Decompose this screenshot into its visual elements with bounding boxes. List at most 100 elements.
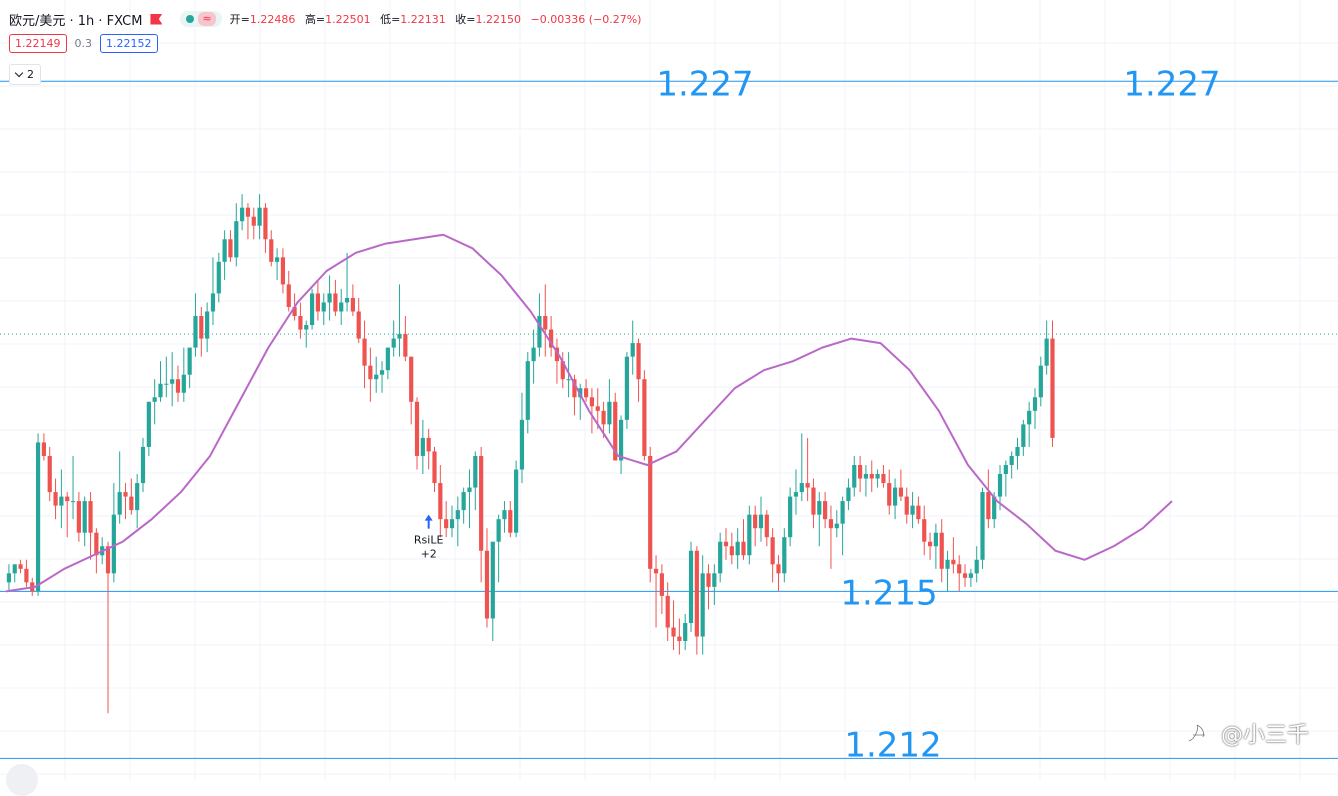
candle-body — [525, 361, 530, 420]
candle-body — [199, 316, 204, 339]
candle-body — [823, 501, 828, 520]
candle-body — [892, 487, 898, 506]
candle-body — [1044, 338, 1049, 366]
change-value: −0.00336 (−0.27%) — [530, 13, 642, 26]
candle-body — [362, 338, 367, 366]
candle-body — [1015, 446, 1020, 456]
candle-body — [164, 383, 169, 385]
candle-body — [117, 492, 122, 515]
candle-body — [274, 257, 280, 262]
candle-body — [636, 343, 641, 380]
candle-body — [992, 496, 997, 520]
candle-body — [391, 338, 396, 348]
candle-body — [170, 379, 175, 384]
flag-icon[interactable] — [150, 13, 163, 25]
open-value: 1.22486 — [249, 13, 296, 26]
candle-body — [566, 379, 571, 381]
candle-body — [444, 519, 449, 529]
candle-body — [712, 573, 717, 587]
candle-body — [379, 370, 385, 375]
candle-body — [531, 347, 536, 362]
candle-body — [817, 501, 822, 515]
candle-body — [309, 293, 315, 326]
candle-body — [537, 316, 542, 348]
candle-body — [694, 550, 699, 637]
candle-body — [677, 636, 682, 642]
candle-body — [747, 514, 752, 556]
market-status-dot-icon — [186, 15, 195, 23]
candle-body — [222, 239, 227, 262]
candle-body — [111, 514, 116, 574]
candle-body — [968, 573, 973, 578]
candle-body — [24, 568, 29, 583]
candle-body — [1032, 397, 1038, 411]
candle-body — [82, 501, 87, 533]
candle-body — [269, 239, 274, 262]
candle-body — [922, 519, 927, 542]
indicators-toggle[interactable]: 2 — [9, 64, 41, 85]
ask-price[interactable]: 1.22152 — [100, 34, 158, 53]
candle-body — [420, 437, 425, 456]
symbol-title[interactable]: 欧元/美元 · 1h · FXCM — [9, 13, 143, 29]
candle-body — [216, 261, 221, 294]
candle-body — [898, 487, 904, 497]
candle-body — [834, 523, 839, 529]
candle-body — [688, 550, 694, 623]
candle-body — [88, 501, 93, 533]
candles — [6, 194, 1055, 714]
candle-body — [210, 293, 216, 312]
candle-body — [583, 388, 589, 398]
candle-body — [53, 492, 58, 506]
candle-body — [304, 325, 309, 330]
candle-body — [251, 216, 256, 226]
candle-body — [904, 496, 909, 515]
tradingview-logo-icon[interactable] — [6, 764, 38, 796]
candle-body — [618, 419, 624, 461]
candle-body — [653, 568, 659, 574]
candle-body — [986, 492, 991, 520]
candle-body — [857, 464, 863, 479]
candle-body — [240, 207, 245, 222]
market-status[interactable]: ≈ — [180, 11, 222, 27]
candle-body — [94, 532, 99, 556]
candle-body — [846, 487, 851, 502]
candle-body — [187, 347, 192, 375]
candle-body — [257, 207, 262, 226]
candle-body — [741, 541, 746, 556]
watermark: @小三千 — [1185, 717, 1309, 749]
candle-body — [461, 492, 466, 511]
level-labels: 1.227 1.227 1.215 1.212 — [656, 64, 1220, 765]
candle-body — [205, 311, 210, 339]
candle-body — [438, 483, 443, 520]
horizontal-levels[interactable] — [0, 80, 1338, 759]
candle-body — [490, 541, 495, 619]
candle-body — [840, 501, 845, 524]
candle-body — [828, 519, 834, 529]
signal-arrow-icon — [424, 514, 433, 529]
candle-body — [887, 483, 892, 506]
candle-body — [339, 302, 344, 312]
candle-body — [449, 519, 455, 529]
ma-line — [5, 233, 1173, 593]
bid-price[interactable]: 1.22149 — [9, 34, 67, 53]
ohlc-values: 开=1.22486 高=1.22501 低=1.22131 收=1.22150 … — [230, 11, 648, 27]
rsile-signal: RsiLE+2 — [414, 514, 443, 561]
candle-body — [869, 474, 874, 479]
candle-body — [70, 501, 76, 503]
candle-body — [263, 207, 268, 240]
low-value: 1.22131 — [400, 13, 446, 26]
candle-body — [607, 401, 612, 425]
candle-body — [974, 559, 979, 574]
candle-body — [315, 293, 321, 312]
candle-body — [764, 514, 769, 538]
candle-body — [1003, 464, 1008, 475]
candle-body — [572, 379, 577, 398]
candle-body — [496, 519, 501, 542]
candle-body — [502, 510, 507, 520]
watermark-logo-icon — [1188, 723, 1205, 743]
high-value: 1.22501 — [325, 13, 371, 26]
candle-body — [957, 564, 962, 574]
candle-body — [910, 505, 915, 515]
